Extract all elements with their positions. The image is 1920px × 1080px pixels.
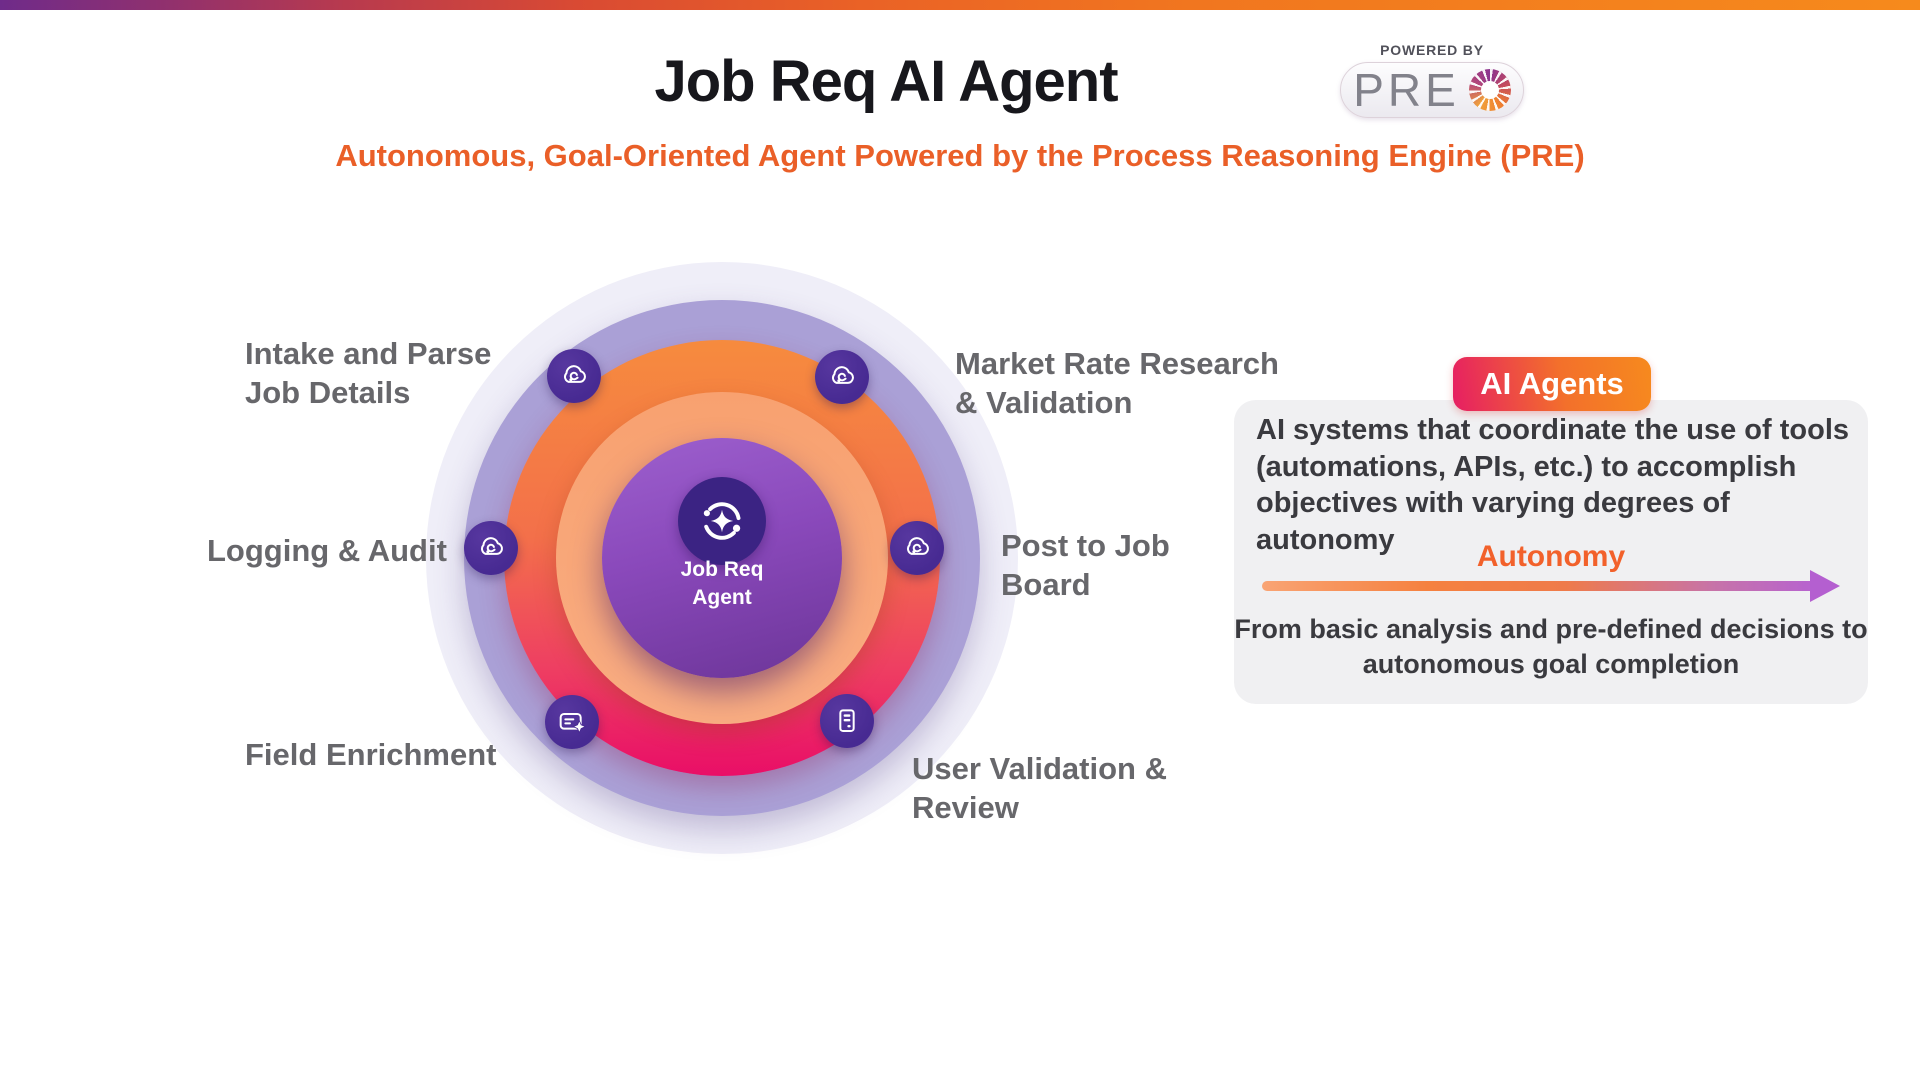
panel-caption: From basic analysis and pre-defined deci… <box>1234 614 1868 680</box>
node-label-logging: Logging & Audit <box>207 533 447 568</box>
page-title: Job Req AI Agent <box>654 49 1118 114</box>
node-label-user: User Validation & Review <box>912 751 1167 826</box>
ai-cloud-icon <box>558 360 590 392</box>
pre-logo: POWERED BY PRE <box>1340 42 1524 118</box>
node-label-field: Field Enrichment <box>245 737 497 772</box>
info-panel <box>1234 400 1868 704</box>
card-sparkle-icon <box>556 706 588 738</box>
node-label-intake: Intake and Parse Job Details <box>245 336 492 411</box>
node-badge-logging <box>464 521 518 575</box>
node-label-market: Market Rate Research & Validation <box>955 346 1279 421</box>
core-label: Job Req Agent <box>680 558 764 610</box>
panel-description: AI systems that coordinate the use of to… <box>1256 414 1849 556</box>
ai-agents-badge: AI Agents <box>1453 357 1651 411</box>
top-accent-bar <box>0 0 1920 10</box>
pre-logo-pill: PRE <box>1340 62 1524 118</box>
node-badge-intake <box>547 349 601 403</box>
document-icon <box>831 705 863 737</box>
node-badge-market <box>815 350 869 404</box>
pre-swirl-icon <box>1468 69 1511 111</box>
pre-brand-text: PRE <box>1353 64 1460 116</box>
autonomy-arrow <box>1262 581 1812 591</box>
node-badge-post <box>890 521 944 575</box>
powered-by-label: POWERED BY <box>1380 42 1484 58</box>
autonomy-label: Autonomy <box>1476 540 1626 573</box>
node-label-post: Post to Job Board <box>1001 528 1170 603</box>
page-subtitle: Autonomous, Goal-Oriented Agent Powered … <box>335 138 1585 173</box>
ai-cloud-icon <box>475 532 507 564</box>
node-badge-user <box>820 694 874 748</box>
arrow-head-icon <box>1810 570 1840 602</box>
agent-orbit-sparkle-icon <box>678 477 766 565</box>
ai-cloud-icon <box>901 532 933 564</box>
node-badge-field <box>545 695 599 749</box>
ai-cloud-icon <box>826 361 858 393</box>
